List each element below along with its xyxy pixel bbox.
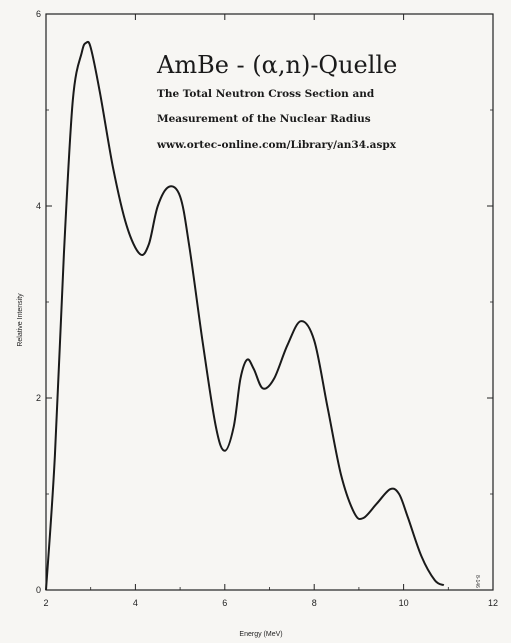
x-tick-label: 12: [488, 598, 498, 608]
subtitle-line-3: www.ortec-online.com/Library/an34.aspx: [156, 139, 397, 151]
y-axis-label: Relative Intensity: [17, 293, 24, 347]
y-tick-label: 0: [36, 585, 41, 595]
series-line-0: [45, 40, 445, 591]
series-group: [45, 40, 445, 591]
y-tick-label: 6: [36, 9, 41, 19]
x-tick-label: 10: [399, 598, 409, 608]
corner-note: 8-146: [474, 575, 480, 588]
x-tick-label: 2: [43, 598, 48, 608]
subtitle-line-1: The Total Neutron Cross Section and: [157, 88, 375, 100]
x-tick-label: 4: [133, 598, 138, 608]
y-tick-label: 2: [36, 393, 41, 403]
x-tick-label: 6: [222, 598, 227, 608]
plot-frame: [45, 13, 494, 591]
y-tick-label: 4: [36, 201, 41, 211]
chart-title: AmBe - (α,n)-Quelle: [156, 51, 397, 79]
subtitle-line-2: Measurement of the Nuclear Radius: [157, 113, 371, 125]
plot-border: [45, 13, 494, 591]
x-tick-label: 8: [312, 598, 317, 608]
x-axis-label: Energy (MeV): [239, 631, 282, 638]
